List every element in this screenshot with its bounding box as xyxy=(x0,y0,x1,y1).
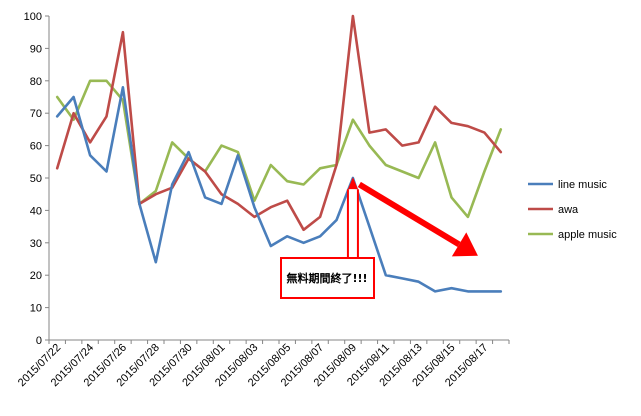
series-line-line-music xyxy=(55,86,503,293)
y-tick-label: 20 xyxy=(30,270,42,282)
callout-text: 無料期間終了!!! xyxy=(286,271,367,285)
callout-arrow-stem xyxy=(346,189,359,259)
y-tick-label: 100 xyxy=(24,11,42,23)
legend-label-awa: awa xyxy=(558,204,579,216)
y-tick-label: 60 xyxy=(30,141,42,153)
y-tick-label: 90 xyxy=(30,43,42,55)
y-tick-label: 80 xyxy=(30,76,42,88)
series-layer xyxy=(55,14,503,293)
annotation-layer: 無料期間終了!!! xyxy=(280,177,478,299)
y-tick-label: 50 xyxy=(30,173,42,185)
series-line-awa xyxy=(55,14,503,232)
y-tick-label: 70 xyxy=(30,108,42,120)
legend-label-apple-music: apple music xyxy=(558,229,617,241)
y-tick-label: 10 xyxy=(30,303,42,315)
y-tick-label: 40 xyxy=(30,205,42,217)
y-tick-label: 30 xyxy=(30,238,42,250)
axes: 01020304050607080901002015/07/222015/07/… xyxy=(16,11,510,389)
trend-arrow-shaft xyxy=(357,181,461,247)
trend-arrow-head xyxy=(451,232,478,257)
legend: line music awa apple music xyxy=(528,179,617,241)
callout-arrow-head xyxy=(347,177,358,190)
legend-label-line-music: line music xyxy=(558,179,607,191)
callout-box xyxy=(280,257,375,299)
y-tick-label: 0 xyxy=(36,335,42,347)
